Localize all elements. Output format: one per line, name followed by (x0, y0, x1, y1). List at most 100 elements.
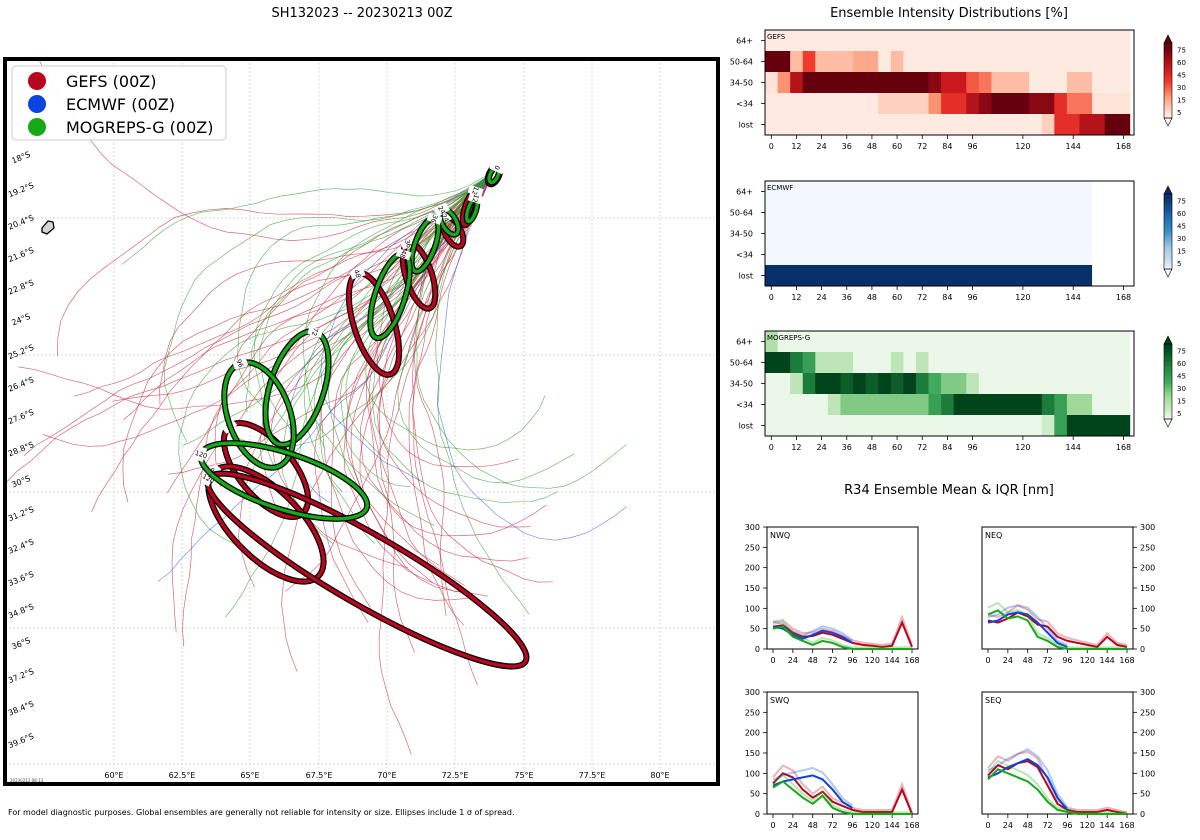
heat-cell (1092, 51, 1106, 73)
heat-row-label: 34-50 (730, 230, 753, 239)
heat-cell (1054, 114, 1068, 136)
heat-cell (966, 202, 980, 224)
heat-x-tick-label: 144 (1066, 293, 1081, 302)
r34-y-tick-label: 0 (755, 645, 760, 654)
heat-cell (815, 244, 829, 266)
heat-cell (928, 415, 942, 437)
heat-cell (1041, 93, 1055, 115)
heat-cell (790, 30, 804, 52)
heat-cell (1054, 394, 1068, 416)
r34-iqr-mogreps-g (987, 759, 1127, 814)
colorbar-segment (1164, 85, 1172, 89)
spread-ellipse-mogreps-g-12: 12 (463, 192, 484, 225)
heat-cell (941, 415, 955, 437)
heat-cell (815, 72, 829, 94)
heat-cell (953, 202, 967, 224)
heat-cell (865, 244, 879, 266)
heat-cell (915, 415, 929, 437)
heat-row-label: 50-64 (730, 58, 753, 67)
heat-panel-label: GEFS (767, 33, 786, 41)
heat-cell (1054, 30, 1068, 52)
heat-cell (853, 202, 867, 224)
heat-cell (1079, 265, 1093, 287)
colorbar-segment (1164, 100, 1172, 104)
heat-x-tick-label: 168 (1116, 443, 1131, 452)
heat-row-label: 64+ (736, 338, 753, 347)
spread-ellipses: 00121224243636484872729696120120 (194, 159, 530, 670)
heat-x-tick-label: 144 (1066, 443, 1081, 452)
heat-x-tick-label: 96 (967, 443, 977, 452)
heat-cell (878, 51, 892, 73)
heat-cell (865, 72, 879, 94)
r34-x-tick-label: 0 (985, 821, 990, 830)
heat-x-tick-label: 72 (917, 443, 927, 452)
colorbar-max-arrow (1163, 185, 1173, 195)
heat-cell (777, 114, 791, 136)
r34-y-tick-label: 150 (745, 749, 760, 758)
heat-frame (764, 180, 1135, 287)
heat-x-tick-label: 24 (817, 443, 827, 452)
heat-cell (978, 394, 992, 416)
heat-cell (777, 93, 791, 115)
heat-x-tick-label: 12 (791, 293, 801, 302)
heat-x-tick-label: 0 (769, 293, 774, 302)
heat-cell (865, 51, 879, 73)
heat-cell (953, 72, 967, 94)
ensemble-track (414, 171, 495, 617)
heat-cell (928, 394, 942, 416)
heat-cell (966, 181, 980, 203)
heat-cell (1066, 114, 1080, 136)
heat-x-tick-label: 84 (942, 443, 952, 452)
heat-colorbar: 5 15 30 45 60 75 (1163, 34, 1186, 127)
heat-cell (1092, 72, 1106, 94)
colorbar-segment (1164, 366, 1172, 370)
colorbar-segment (1164, 236, 1172, 240)
heat-cell (1104, 30, 1118, 52)
ensemble-track (314, 171, 495, 623)
heat-cell (1054, 223, 1068, 245)
heat-cell (991, 331, 1005, 353)
heat-cell (777, 223, 791, 245)
colorbar-min-arrow (1163, 117, 1173, 127)
heat-cell (941, 30, 955, 52)
heat-panel-label: ECMWF (767, 184, 793, 192)
heat-cell (915, 30, 929, 52)
spread-ellipse-mogreps-g-48: 48 (367, 248, 413, 342)
heat-frame (764, 29, 1135, 136)
heat-cell (1092, 394, 1106, 416)
colorbar-segment (1164, 359, 1172, 362)
heat-cell (1117, 51, 1131, 73)
colorbar-tick-label: 45 (1177, 222, 1186, 230)
heat-cell (890, 181, 904, 203)
heat-cell (1029, 373, 1043, 395)
r34-x-tick-label: 96 (1062, 821, 1072, 830)
heat-cell (1117, 114, 1131, 136)
ellipse-hour-label: 120 (194, 449, 208, 460)
heat-cell (941, 93, 955, 115)
heat-cell (1029, 265, 1043, 287)
heat-cell (827, 30, 841, 52)
r34-x-tick-label: 48 (808, 656, 818, 665)
heat-cell (1004, 181, 1017, 203)
heat-x-tick-label: 0 (769, 443, 774, 452)
r34-y-tick-label: 200 (745, 729, 760, 738)
colorbar-segment (1164, 88, 1172, 91)
heat-cell (1016, 331, 1030, 353)
colorbar-segment (1164, 351, 1172, 355)
heat-x-tick-label: 120 (1015, 293, 1030, 302)
heat-cell (991, 30, 1005, 52)
colorbar-segment (1164, 241, 1172, 245)
heat-x-tick-label: 36 (842, 293, 852, 302)
heat-cell (991, 394, 1005, 416)
ellipse-hour-label: 24 (440, 213, 451, 224)
ensemble-track (178, 171, 495, 547)
colorbar-segment (1164, 381, 1172, 385)
heat-cell (1066, 202, 1080, 224)
r34-x-tick-label: 168 (1119, 821, 1134, 830)
heat-cell (953, 394, 967, 416)
ellipse-hour-bg (426, 212, 443, 225)
r34-panel-label: SWQ (770, 696, 789, 705)
heat-cell (991, 202, 1005, 224)
legend-gefs-label: GEFS (00Z) (66, 72, 156, 91)
r34-x-tick-label: 120 (865, 821, 880, 830)
